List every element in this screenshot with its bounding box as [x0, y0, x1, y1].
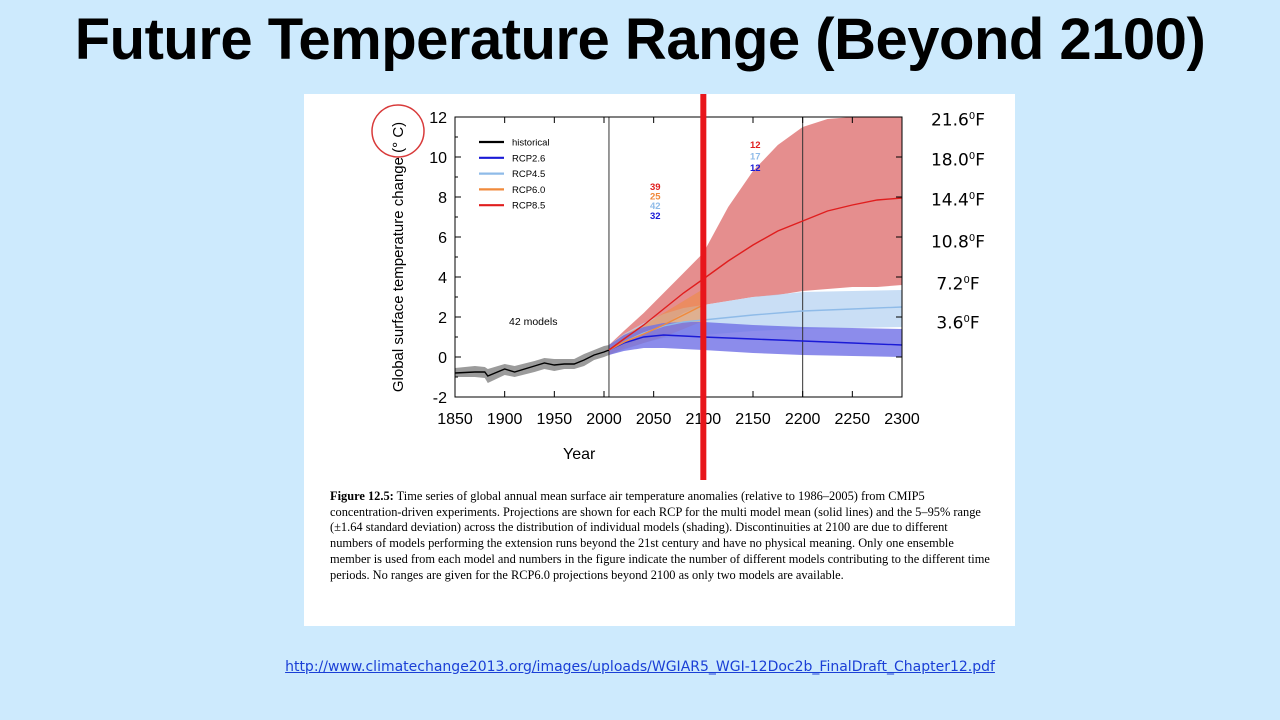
legend-label-rcp8-5: RCP8.5: [512, 201, 545, 212]
y-axis-label: Global surface temperature change (° C): [390, 122, 407, 392]
mean-line-historical: [454, 349, 610, 377]
model-count-rcp8-5: 39: [650, 182, 661, 193]
fahrenheit-label-10-8: 10.80F: [923, 224, 993, 254]
temperature-chart: -202468101218501900195020002050210021502…: [371, 94, 920, 480]
caption-text: Time series of global annual mean surfac…: [330, 489, 990, 582]
caption-label: Figure 12.5:: [330, 489, 394, 503]
source-link[interactable]: http://www.climatechange2013.org/images/…: [285, 659, 995, 675]
range-band-rcp4-5: [609, 290, 902, 355]
model-count-ext-rcp4-5: 17: [750, 152, 761, 163]
range-band-historical: [455, 345, 609, 383]
y-tick-label: 0: [438, 350, 447, 367]
legend-label-rcp4-5: RCP4.5: [512, 169, 545, 180]
legend-label-rcp6-0: RCP6.0: [512, 185, 545, 196]
y-tick-label: 6: [438, 230, 447, 247]
fahrenheit-label-7-2: 7.20F: [923, 266, 993, 296]
mean-line-rcp6-0: [608, 304, 704, 351]
x-tick-label: 1850: [437, 411, 473, 428]
model-count-rcp2-6: 32: [650, 211, 661, 222]
y-tick-label: 12: [429, 110, 447, 127]
legend-label-rcp2-6: RCP2.6: [512, 153, 545, 164]
y-tick-label: 8: [438, 190, 447, 207]
y-tick-label: 4: [438, 270, 447, 287]
slide-title: Future Temperature Range (Beyond 2100): [74, 7, 1206, 72]
x-tick-label: 2150: [735, 411, 771, 428]
model-count-ext-rcp8-5: 12: [750, 140, 761, 151]
y-tick-label: 2: [438, 310, 447, 327]
x-tick-label: 2200: [785, 411, 821, 428]
x-tick-label: 2300: [884, 411, 920, 428]
x-tick-label: 1900: [487, 411, 523, 428]
x-tick-label: 2050: [636, 411, 672, 428]
y-tick-label: 10: [429, 150, 447, 167]
x-axis-label: Year: [563, 446, 596, 463]
fahrenheit-label-18-0: 18.00F: [923, 142, 993, 172]
mean-line-rcp2-6: [608, 334, 903, 351]
units-highlight-circle: [371, 104, 425, 158]
mean-line-rcp8-5: [608, 197, 903, 351]
x-tick-label: 1950: [537, 411, 573, 428]
x-tick-label: 2250: [835, 411, 871, 428]
model-count-ext-rcp2-6: 12: [750, 163, 761, 174]
y-tick-label: -2: [433, 390, 447, 407]
annotation-model-count: 42 models: [509, 316, 557, 328]
model-count-rcp6-0: 25: [650, 192, 661, 203]
figure-panel: -202468101218501900195020002050210021502…: [304, 94, 1015, 626]
legend-label-historical: historical: [512, 138, 550, 149]
model-count-rcp4-5: 42: [650, 201, 661, 212]
figure-caption: Figure 12.5: Time series of global annua…: [330, 489, 990, 583]
fahrenheit-label-14-4: 14.40F: [923, 182, 993, 212]
fahrenheit-label-3-6: 3.60F: [923, 305, 993, 335]
fahrenheit-label-21-6: 21.60F: [923, 102, 993, 132]
range-band-rcp8-5: [609, 117, 902, 355]
x-tick-label: 2000: [586, 411, 622, 428]
